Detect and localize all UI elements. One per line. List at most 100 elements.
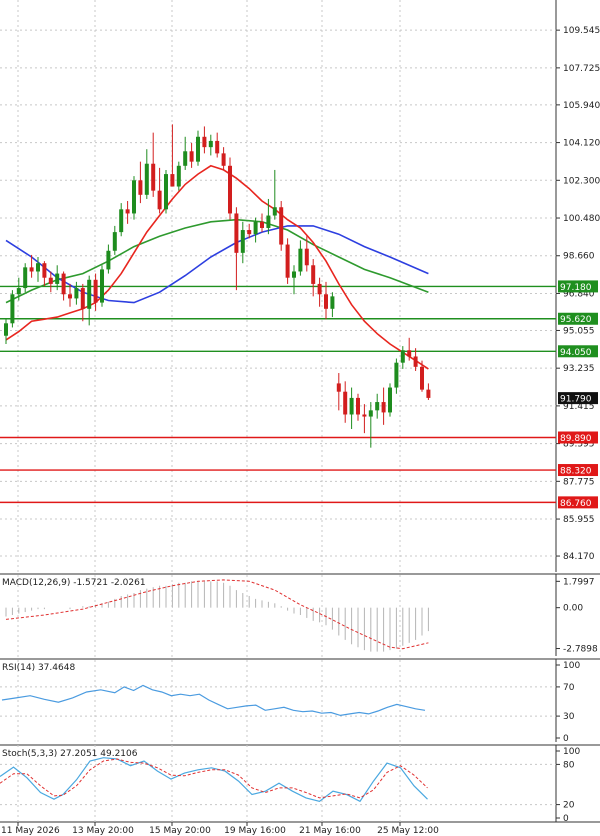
candle-body (29, 267, 34, 272)
candle-body (157, 190, 162, 210)
candle-body (356, 397, 360, 415)
price-tick-label: 109.545 (563, 26, 600, 36)
candle-body (221, 153, 226, 166)
candle-body (407, 350, 412, 357)
candle-body (388, 387, 392, 413)
level-label: 88.320 (560, 467, 592, 477)
level-label: 86.760 (560, 499, 592, 509)
stoch-label: Stoch(5,3,3) 27.2051 49.2106 (2, 749, 138, 759)
price-tick-label: 87.775 (563, 477, 595, 487)
price-tick-label: 96.840 (563, 289, 595, 299)
level-label: 97.180 (560, 283, 592, 293)
candle-body (106, 250, 111, 270)
current-price-box (558, 392, 598, 405)
ma-blue-line (5, 225, 429, 304)
stoch-tick-label: 100 (563, 747, 580, 757)
current-price-label: 91.790 (560, 395, 592, 405)
ma-red-line (5, 164, 429, 370)
candle-body (164, 174, 168, 210)
candle-body (125, 209, 130, 214)
stoch-tick-label: 80 (563, 760, 575, 770)
stoch-panel: 100 80 20 0 Stoch(5,3,3) 27.2051 49.2106 (0, 747, 580, 824)
level-label-box (558, 345, 598, 358)
candle-body (413, 356, 418, 367)
candle-body (55, 273, 60, 284)
candle-body (23, 267, 28, 289)
price-tick-label: 100.480 (563, 214, 600, 224)
candle-body (119, 209, 124, 233)
price-tick-label: 107.725 (563, 64, 600, 74)
stoch-signal-line (0, 758, 428, 799)
candle-body (336, 383, 341, 392)
candle-body (304, 248, 309, 266)
price-tick-label: 84.170 (563, 552, 595, 562)
time-axis: 11 May 2026 13 May 20:00 15 May 20:00 19 Ma… (1, 822, 439, 836)
candle-body (189, 151, 194, 162)
price-tick-label: 105.940 (563, 101, 600, 111)
time-tick-label: 19 May 16:00 (224, 826, 286, 836)
candle-body (253, 221, 258, 235)
stoch-main-line (0, 757, 428, 803)
candle-body (260, 221, 264, 228)
ma-green-line (5, 218, 429, 304)
macd-tick-label: 0.00 (563, 604, 583, 614)
candle-body (330, 296, 335, 309)
stoch-tick-label: 20 (563, 801, 575, 811)
price-tick-label: 102.300 (563, 176, 600, 186)
level-label: 89.890 (560, 434, 592, 444)
level-label-box (558, 280, 598, 293)
candle-body (215, 140, 220, 154)
candle-body (68, 294, 72, 299)
price-axis: 109.545 107.725 105.940 104.120 102.300 100.4… (556, 26, 600, 562)
candle-body (394, 362, 399, 388)
time-tick-label: 25 May 12:00 (377, 826, 439, 836)
candle-body (183, 151, 188, 166)
candle-body (74, 288, 79, 299)
time-tick-label: 13 May 20:00 (72, 826, 134, 836)
candle-body (272, 207, 277, 216)
level-label-box (558, 464, 598, 477)
candle-body (132, 180, 136, 214)
rsi-tick-label: 100 (563, 661, 580, 671)
price-tick-label: 93.235 (563, 364, 595, 374)
candle-body (176, 165, 181, 187)
candle-body (292, 271, 296, 278)
candle-body (368, 410, 373, 417)
candle-body (266, 215, 271, 228)
time-tick-label: 15 May 20:00 (149, 826, 211, 836)
candle-body (324, 294, 328, 309)
level-label: 94.050 (560, 348, 592, 358)
candle-body (228, 165, 232, 214)
candle-body (381, 402, 386, 413)
candle-body (100, 269, 104, 303)
candle-body (208, 140, 213, 148)
candle-body (144, 163, 149, 195)
candle-body (234, 213, 239, 253)
candle-body (400, 350, 405, 363)
candle-body (317, 283, 322, 295)
candle-body (170, 174, 175, 187)
candle-body (311, 265, 316, 284)
candle-body (16, 288, 21, 295)
candlesticks (4, 124, 431, 448)
candle-body (349, 397, 354, 415)
candle-body (362, 414, 367, 417)
candle-body (151, 163, 156, 191)
macd-panel: 1.7997 0.00 -2.7898 MACD(12,26,9) -1.5721 -… (2, 577, 598, 654)
candle-body (138, 180, 143, 195)
candle-body (279, 207, 284, 245)
price-tick-label: 104.120 (563, 139, 600, 149)
level-label: 95.620 (560, 315, 592, 325)
candle-body (10, 294, 15, 324)
rsi-line (1, 684, 426, 717)
candle-body (426, 389, 431, 398)
price-tick-label: 98.660 (563, 252, 595, 262)
price-tick-label: 91.415 (563, 402, 595, 412)
candle-body (343, 391, 348, 415)
candle-body (298, 248, 303, 272)
candle-body (87, 279, 92, 309)
level-label-box (558, 312, 598, 325)
candle-body (112, 232, 117, 251)
